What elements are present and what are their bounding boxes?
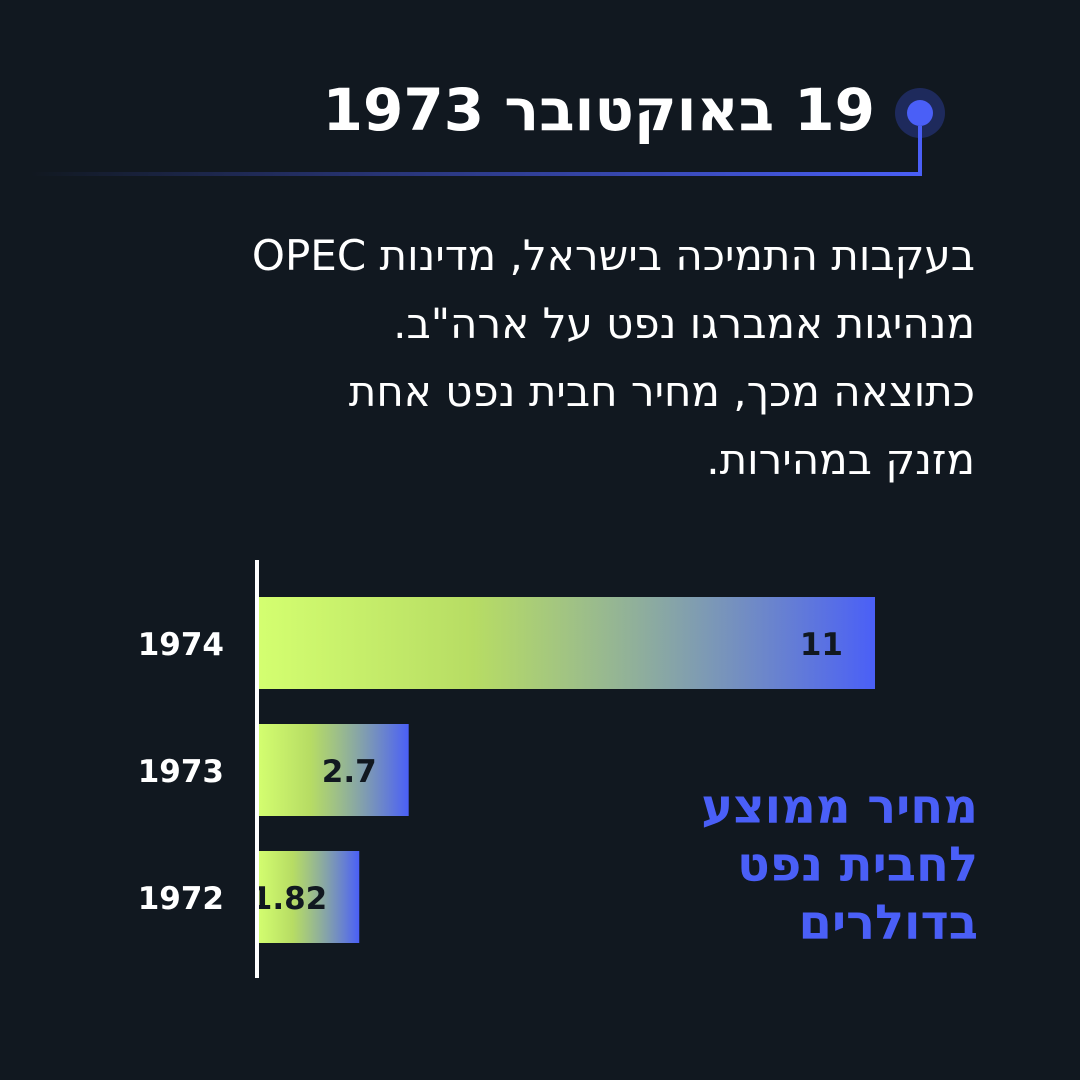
category-label-1973: 1973 <box>138 754 224 790</box>
timeline-dot <box>907 100 933 126</box>
timeline-connector-vertical <box>918 126 922 176</box>
description-line-4: מזנק במהירות. <box>706 435 975 484</box>
timeline-connector-horizontal <box>30 172 922 176</box>
bar-value-label-1974: 11 <box>800 627 843 663</box>
description-line-2: מנהיגות אמברגו נפט על ארה"ב. <box>393 299 975 348</box>
chart-caption-line-1: מחיר ממוצע <box>701 779 978 835</box>
bar-1973 <box>257 724 409 816</box>
description-line-1: בעקבות התמיכה בישראל, מדינות OPEC <box>251 231 975 280</box>
chart-caption-line-3: בדולרים <box>798 895 978 951</box>
bar-1974 <box>257 597 875 689</box>
bar-1972 <box>257 851 360 943</box>
category-label-1974: 1974 <box>138 627 224 663</box>
bar-value-label-1973: 2.7 <box>322 754 377 790</box>
bar-value-label-1972: 1.82 <box>251 881 328 917</box>
chart-caption-line-2: לחבית נפט <box>737 837 978 893</box>
page-title: 19 באוקטובר 1973 <box>322 76 875 144</box>
description-text: בעקבות התמיכה בישראל, מדינות OPEC מנהיגו… <box>55 222 975 494</box>
chart-caption: מחיר ממוצע לחבית נפט בדולרים <box>701 778 978 952</box>
description-line-3: כתוצאה מכך, מחיר חבית נפט אחת <box>348 367 975 416</box>
category-label-1972: 1972 <box>138 881 224 917</box>
